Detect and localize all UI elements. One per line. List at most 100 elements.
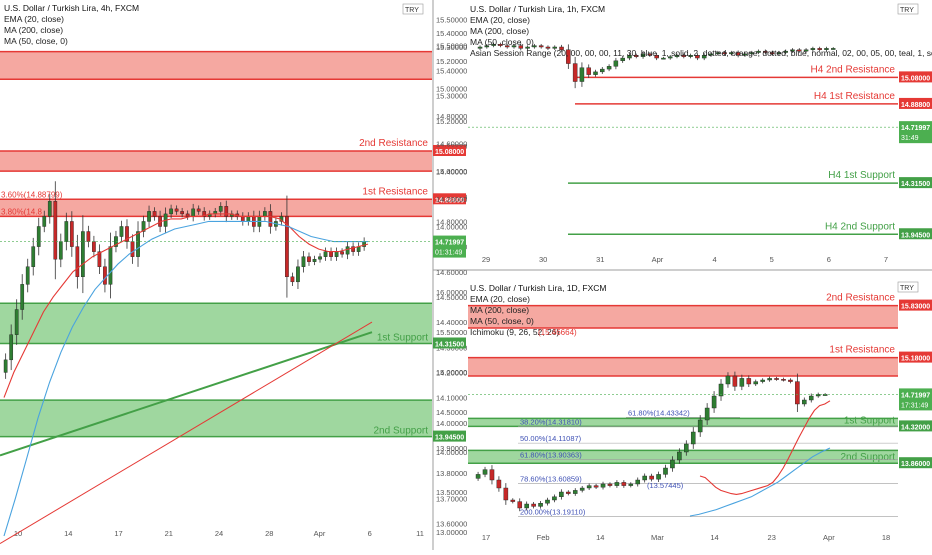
- indicator-legend: EMA (20, close): [470, 294, 530, 304]
- y-tick-label: 14.00000: [436, 419, 467, 428]
- candle-body: [783, 50, 788, 53]
- y-tick-label: 14.50000: [436, 408, 467, 417]
- candle-body: [640, 53, 646, 57]
- zone-support: [0, 400, 432, 437]
- candle-body: [108, 246, 113, 285]
- chart-title: U.S. Dollar / Turkish Lira, 1D, FXCM: [470, 283, 607, 293]
- x-tick-label: 4: [712, 255, 716, 264]
- currency-badge-label: TRY: [900, 7, 914, 14]
- candle-body: [92, 241, 96, 252]
- candle-body: [53, 201, 58, 260]
- candle-body: [25, 266, 30, 285]
- candle-body: [103, 266, 107, 285]
- candle-body: [538, 503, 543, 507]
- candle-body: [620, 57, 625, 62]
- candle-body: [746, 378, 752, 385]
- candle-body: [545, 46, 551, 49]
- indicator-legend: EMA (20, close): [470, 15, 530, 25]
- candle-body: [475, 474, 481, 479]
- price-tag: 14.31500: [901, 181, 930, 188]
- candle-body: [97, 251, 102, 267]
- candle-body: [708, 53, 714, 56]
- countdown-label: 01:31:49: [435, 250, 462, 257]
- candle-body: [482, 469, 488, 475]
- fib-label: 38.20%(14.31810): [520, 418, 582, 427]
- x-tick-label: 24: [215, 529, 223, 538]
- candle-body: [593, 71, 598, 75]
- candle-body: [790, 49, 795, 52]
- candle-body: [351, 246, 355, 252]
- currency-badge-label: TRY: [900, 285, 914, 292]
- candle-body: [285, 216, 289, 278]
- candle-body: [803, 49, 809, 52]
- candle-body: [3, 359, 8, 373]
- candle-body: [301, 256, 306, 267]
- candle-body: [579, 487, 585, 491]
- candle-body: [711, 395, 717, 409]
- candle-body: [725, 375, 731, 385]
- candle-body: [586, 485, 592, 489]
- zone-label: 2nd Resistance: [826, 293, 895, 304]
- zone-label: 1st Resistance: [829, 345, 895, 356]
- candle-body: [329, 251, 333, 257]
- panel-top-right-1h: 15.50000 15.40000 15.30000 15.20000 15.00000…: [436, 3, 932, 264]
- candle-body: [42, 216, 47, 227]
- x-tick-label: 30: [539, 255, 547, 264]
- candle-body: [647, 53, 653, 56]
- zone-support: [0, 303, 432, 344]
- candle-body: [491, 44, 496, 46]
- candle-body: [477, 46, 483, 49]
- zone-label: 1st Support: [377, 332, 428, 343]
- chart-title: U.S. Dollar / Turkish Lira, 1h, FXCM: [470, 4, 605, 14]
- candle-body: [185, 213, 190, 217]
- candle-body: [697, 419, 703, 433]
- fib-label: 50.00%(14.11087): [520, 434, 582, 443]
- y-tick-label: 13.60000: [436, 519, 467, 528]
- price-tag: 15.08000: [901, 75, 930, 82]
- y-tick-label: 14.10000: [436, 394, 467, 403]
- y-tick-label: 15.00000: [436, 167, 467, 176]
- x-tick-label: Apr: [314, 529, 326, 538]
- currency-badge: [402, 3, 424, 15]
- candle-body: [586, 67, 591, 75]
- zone-resistance: [468, 305, 898, 328]
- candle-body: [296, 266, 300, 283]
- price-tag: 13.94500: [435, 435, 464, 442]
- candle-body: [504, 45, 510, 48]
- y-tick-label: 13.50000: [436, 488, 467, 497]
- x-tick-label: 28: [265, 529, 273, 538]
- candle-body: [246, 216, 251, 222]
- price-tag-bg: [433, 144, 466, 156]
- candle-body: [684, 443, 689, 453]
- candle-body: [627, 55, 632, 59]
- candle-body: [656, 474, 661, 480]
- y-tick-label: 13.00000: [436, 528, 467, 537]
- candle-body: [334, 251, 339, 257]
- candle-body: [130, 241, 135, 257]
- candle-body: [75, 246, 80, 278]
- candle-body: [202, 211, 207, 217]
- candle-body: [634, 55, 639, 57]
- candle-body: [774, 378, 779, 380]
- price-tag-bg: [899, 299, 932, 311]
- x-tick-label: 17: [114, 529, 122, 538]
- x-tick-label: 21: [165, 529, 173, 538]
- candle-body: [810, 48, 816, 50]
- candle-body: [240, 216, 245, 222]
- y-tick-label: 14.40000: [436, 318, 467, 327]
- candle-body: [323, 251, 328, 257]
- countdown-label: 31:49: [901, 135, 919, 142]
- candle-body: [579, 67, 585, 82]
- panel-bottom-right-1d: 16.00000 15.50000 15.00000 14.50000 14.00000…: [436, 281, 932, 542]
- candle-body: [606, 66, 612, 70]
- y-tick-label: 15.20000: [436, 117, 467, 126]
- candle-body: [141, 221, 146, 232]
- price-tag: 15.08000: [435, 149, 464, 156]
- ichimoku-value: (15.46664): [538, 328, 577, 337]
- candle-body: [125, 226, 129, 242]
- candle-body: [498, 44, 503, 46]
- candle-body: [196, 208, 201, 212]
- price-tag-bg: [433, 193, 466, 205]
- currency-badge: [897, 3, 919, 15]
- candle-body: [20, 284, 25, 310]
